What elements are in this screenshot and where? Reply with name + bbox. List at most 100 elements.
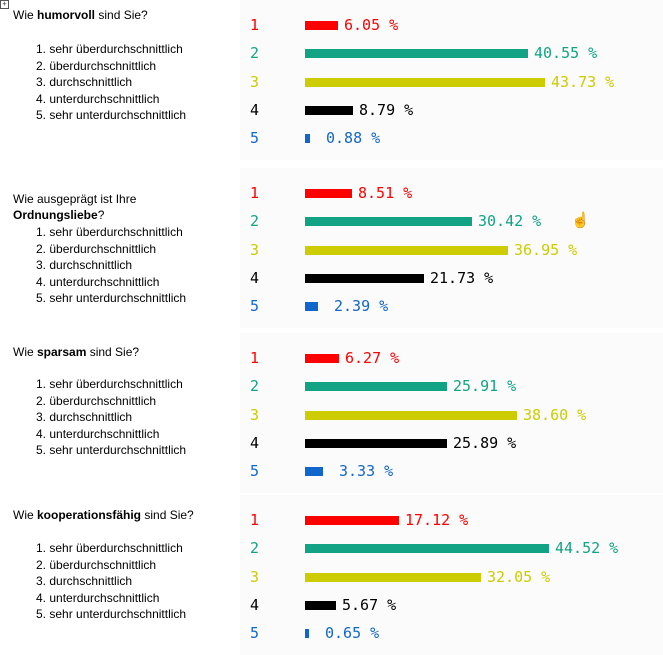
chart-3: 1 6.27 % 2 25.91 % 3 38.60 % 4 25.89 % 5 3.33 %	[240, 333, 663, 493]
category-label: 3	[250, 405, 260, 424]
question-1-options: 1. sehr überdurchschnittlich 2. überdurc…	[36, 41, 186, 124]
question-2-keyword: Ordnungsliebe	[13, 208, 98, 222]
question-2-post: ?	[97, 208, 105, 222]
question-1-post: sind Sie?	[95, 8, 148, 22]
option: 3. durchschnittlich	[36, 258, 133, 272]
category-label: 3	[250, 567, 260, 586]
category-label: 2	[250, 377, 260, 396]
value-label: 21.73 %	[430, 268, 494, 287]
category-label: 4	[250, 268, 260, 287]
question-3-options: 1. sehr überdurchschnittlich 2. überdurc…	[36, 376, 186, 459]
value-label: 6.05 %	[344, 16, 399, 34]
option: 5. sehr unterdurchschnittlich	[36, 108, 187, 122]
option: 2. überdurchschnittlich	[36, 393, 157, 408]
value-label: 32.05 %	[487, 567, 551, 586]
bar	[305, 134, 310, 144]
bar	[305, 467, 323, 477]
chart-4: 1 17.12 % 2 44.52 % 3 32.05 % 4 5.67 % 5 0.65 %	[240, 495, 663, 655]
bar	[305, 245, 508, 255]
option: 1. sehr überdurchschnittlich	[36, 225, 183, 239]
option: 4. unterdurchschnittlich	[36, 590, 160, 605]
bar	[305, 438, 447, 448]
option: 3. durchschnittlich	[36, 410, 133, 424]
bar	[305, 382, 447, 392]
option: 5. sehr unterdurchschnittlich	[36, 607, 187, 621]
value-label: 40.55 %	[534, 44, 598, 63]
value-label: 8.79 %	[359, 100, 414, 119]
bar	[305, 600, 336, 610]
expand-icon[interactable]: +	[0, 0, 9, 9]
bar	[305, 105, 353, 115]
question-2-options: 1. sehr überdurchschnittlich 2. überdurc…	[36, 224, 186, 307]
category-label: 2	[250, 539, 260, 558]
value-label: 0.88 %	[326, 129, 381, 148]
value-label: 36.95 %	[514, 240, 578, 259]
bar	[305, 544, 549, 554]
question-3-post: sind Sie?	[86, 345, 140, 359]
value-label: 25.89 %	[453, 433, 517, 452]
category-label: 1	[250, 16, 260, 34]
question-4-keyword: kooperationsfähig	[37, 508, 142, 522]
bar	[305, 629, 309, 639]
value-label: 44.52 %	[555, 539, 619, 558]
category-label: 1	[250, 184, 260, 202]
option: 1. sehr überdurchschnittlich	[36, 541, 183, 555]
bar	[305, 572, 481, 582]
question-3-pre: Wie	[13, 345, 37, 359]
category-label: 5	[250, 129, 260, 148]
question-3-keyword: sparsam	[37, 345, 87, 359]
value-label: 25.91 %	[453, 377, 517, 396]
bar	[305, 21, 338, 30]
option: 5. sehr unterdurchschnittlich	[36, 291, 187, 305]
category-label: 2	[250, 44, 260, 63]
option: 2. überdurchschnittlich	[36, 241, 157, 256]
option: 1. sehr überdurchschnittlich	[36, 377, 183, 391]
option: 5. sehr unterdurchschnittlich	[36, 443, 187, 457]
value-label: 6.27 %	[345, 349, 400, 367]
category-label: 2	[250, 212, 260, 231]
category-label: 4	[250, 595, 260, 614]
question-3: Wie sparsam sind Sie?	[13, 344, 228, 360]
option: 4. unterdurchschnittlich	[36, 274, 160, 289]
question-1-pre: Wie	[13, 8, 37, 22]
category-label: 5	[250, 624, 260, 643]
bar	[305, 516, 399, 525]
chart-1: 1 6.05 % 2 40.55 % 3 43.73 % 4 8.79 % 5 0.88 %	[240, 0, 663, 160]
value-label: 0.65 %	[325, 624, 380, 643]
question-4-pre: Wie	[13, 508, 37, 522]
bar	[305, 354, 339, 363]
option: 4. unterdurchschnittlich	[36, 426, 160, 441]
question-2-pre: Wie ausgeprägt ist Ihre	[13, 192, 137, 206]
bar	[305, 49, 528, 59]
question-1-keyword: humorvoll	[37, 8, 96, 22]
category-label: 3	[250, 72, 260, 91]
value-label: 38.60 %	[523, 405, 587, 424]
question-1: Wie humorvoll sind Sie?	[13, 7, 228, 23]
chart-2: 1 8.51 % 2 30.42 % 3 36.95 % 4 21.73 % 5 2.39 %	[240, 168, 663, 328]
value-label: 2.39 %	[334, 297, 389, 316]
value-label: 8.51 %	[358, 184, 413, 202]
category-label: 3	[250, 240, 260, 259]
bar	[305, 410, 517, 420]
option: 1. sehr überdurchschnittlich	[36, 42, 183, 56]
question-4-post: sind Sie?	[141, 508, 194, 522]
question-4-options: 1. sehr überdurchschnittlich 2. überdurc…	[36, 540, 186, 623]
category-label: 1	[250, 349, 260, 367]
option: 4. unterdurchschnittlich	[36, 91, 160, 106]
question-2: Wie ausgeprägt ist Ihre Ordnungsliebe?	[13, 191, 163, 223]
value-label: 43.73 %	[551, 72, 615, 91]
value-label: 30.42 %	[478, 212, 542, 231]
bar	[305, 77, 545, 87]
category-label: 1	[250, 511, 260, 529]
value-label: 17.12 %	[405, 511, 469, 529]
value-label: 3.33 %	[339, 462, 394, 481]
option: 2. überdurchschnittlich	[36, 58, 157, 73]
bar	[305, 189, 352, 198]
bar	[305, 217, 472, 227]
value-label: 5.67 %	[342, 595, 397, 614]
hand-cursor-icon: ☝	[571, 212, 590, 229]
category-label: 5	[250, 462, 260, 481]
bar	[305, 273, 424, 283]
option: 3. durchschnittlich	[36, 75, 133, 89]
bar	[305, 302, 318, 312]
